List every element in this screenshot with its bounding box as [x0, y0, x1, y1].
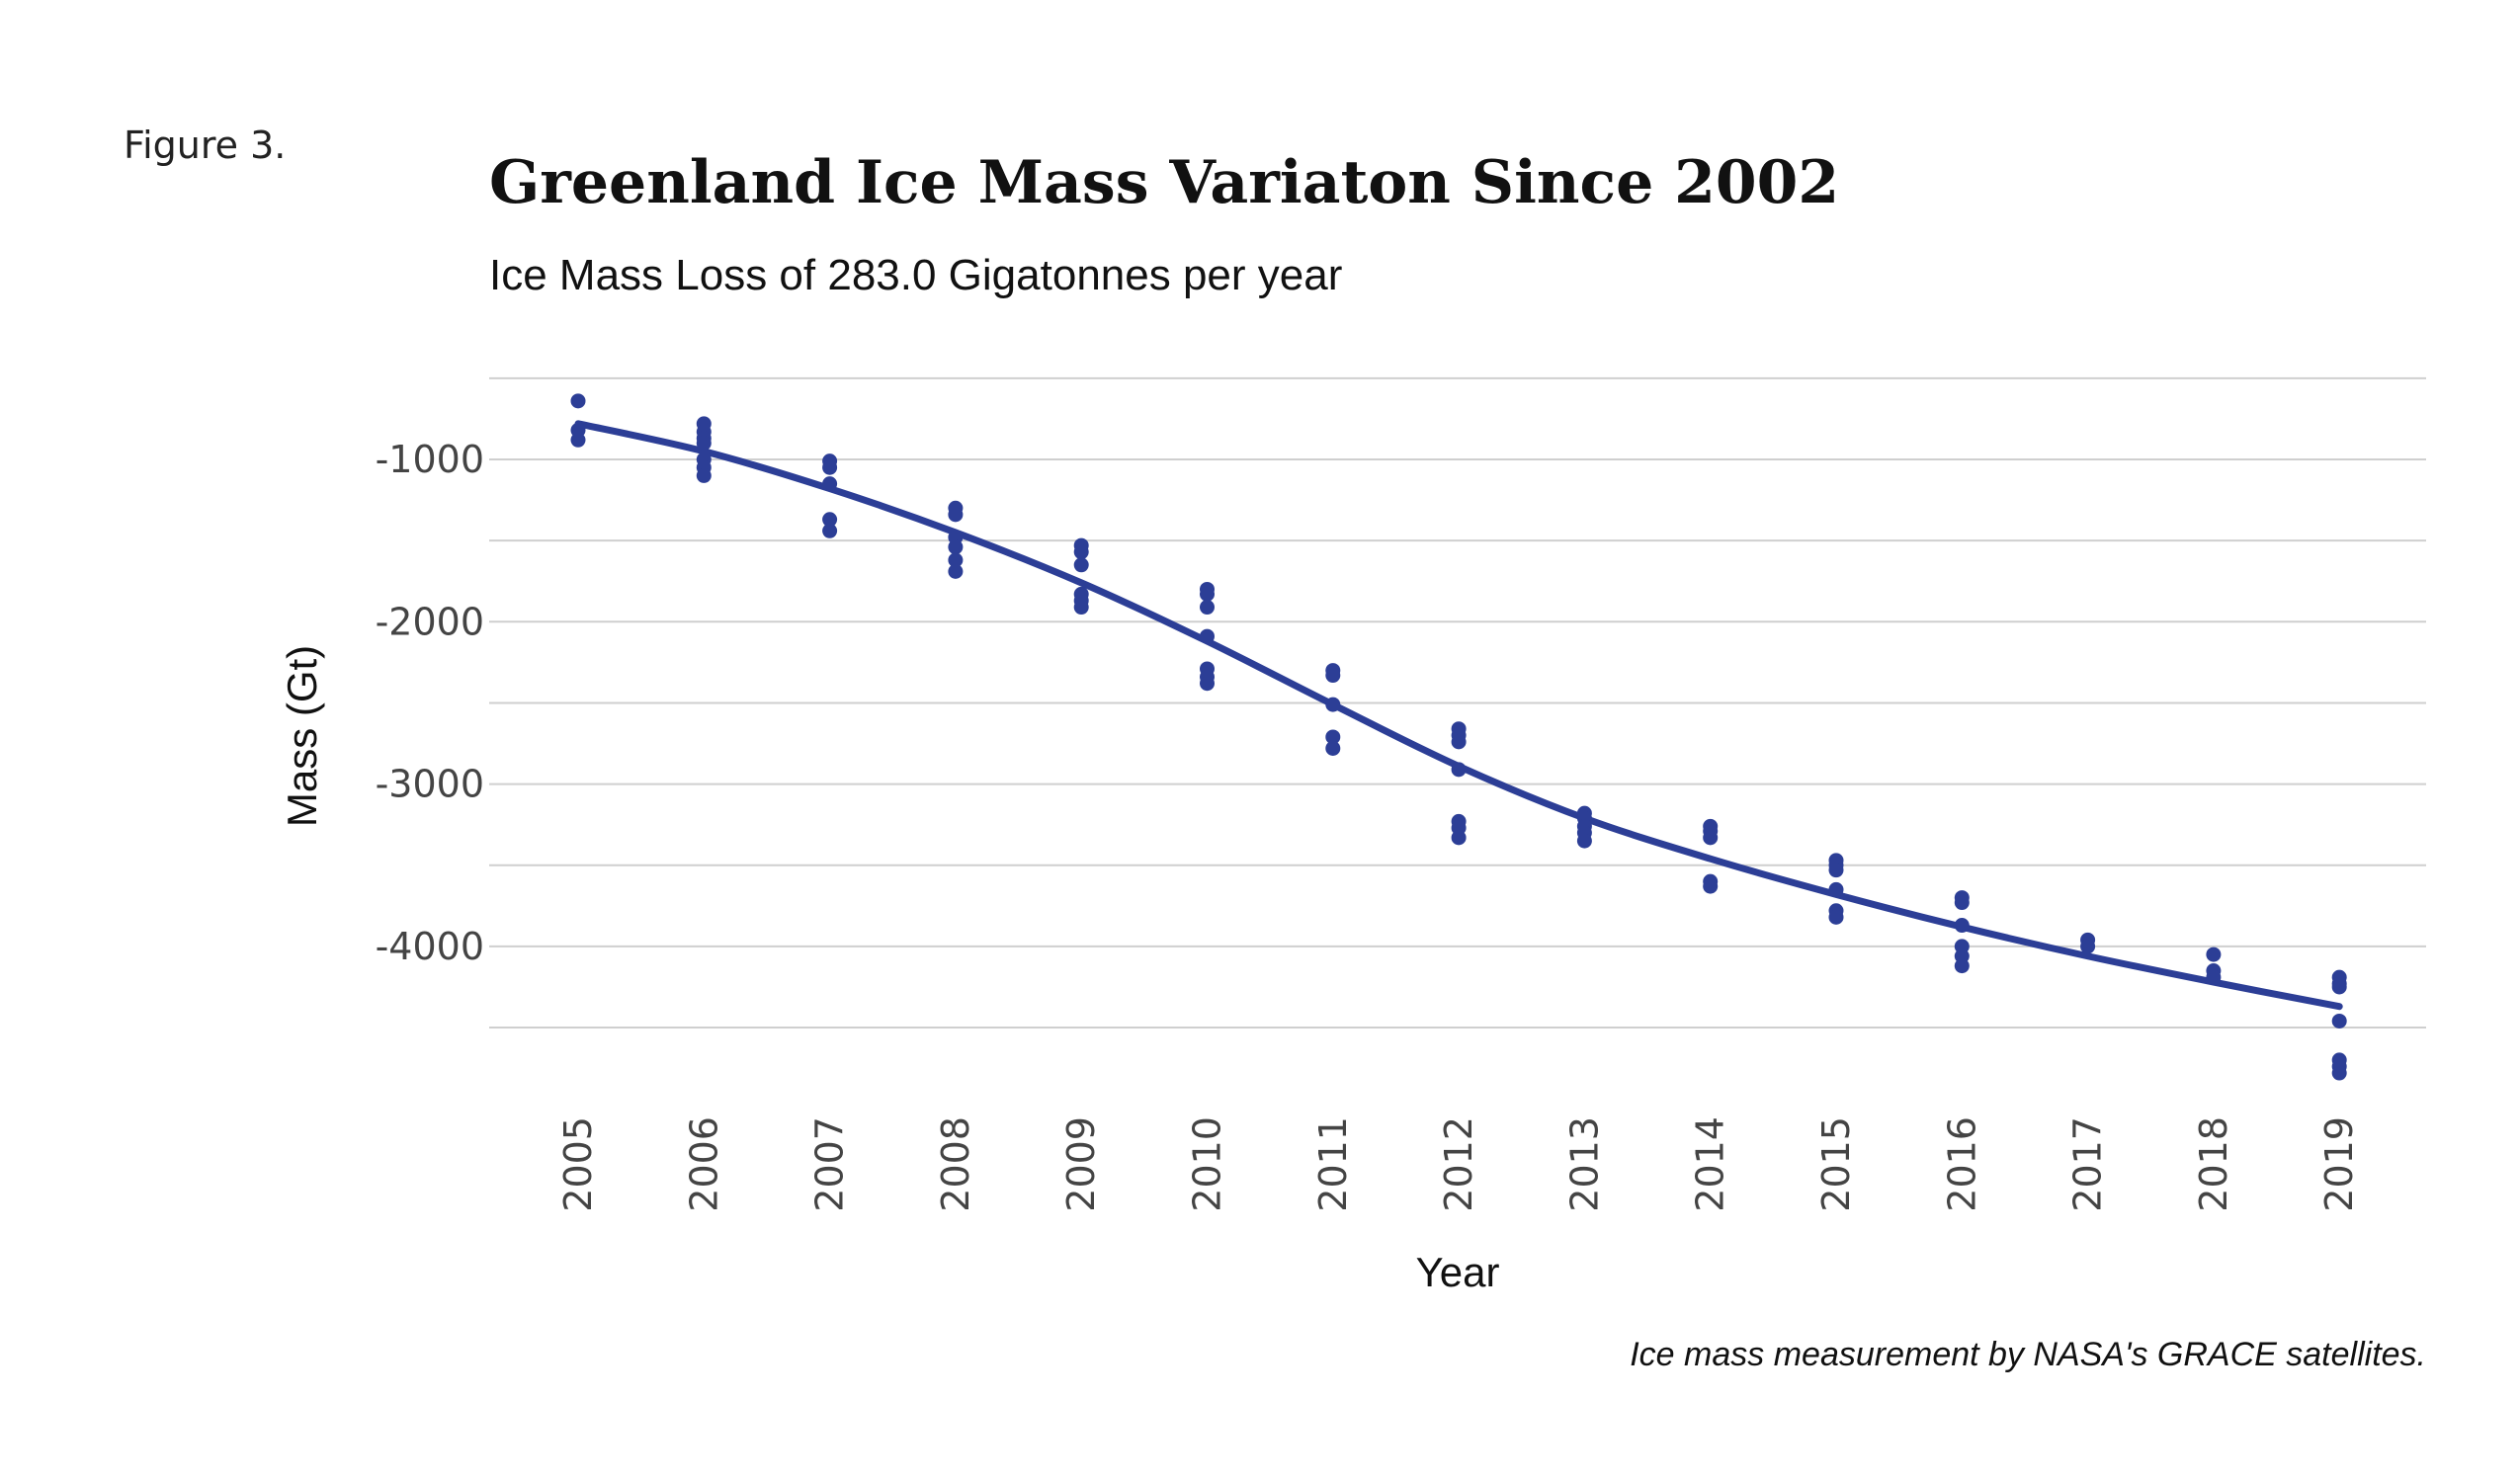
data-point: [822, 476, 838, 492]
data-point: [1073, 557, 1089, 573]
data-point: [2206, 947, 2222, 962]
source-caption: Ice mass measurement by NASA's GRACE sat…: [1630, 1336, 2426, 1373]
data-point: [822, 459, 838, 475]
data-point: [696, 436, 712, 452]
data-point: [1200, 628, 1215, 644]
data-point: [948, 563, 964, 579]
scatter-series: [570, 393, 2347, 1081]
data-point: [1325, 668, 1341, 684]
data-point: [1828, 863, 1844, 878]
trend-line: [574, 420, 2343, 1011]
data-point: [570, 393, 586, 409]
y-tick-label: -2000: [376, 600, 484, 643]
chart-title: Greenland Ice Mass Variaton Since 2002: [489, 148, 1839, 217]
data-point: [2331, 1065, 2347, 1081]
data-point: [1073, 544, 1089, 560]
data-point: [1576, 833, 1592, 849]
x-tick-label: 2010: [1186, 1116, 1229, 1212]
figure-label: Figure 3.: [124, 124, 286, 167]
x-tick-label: 2008: [934, 1116, 977, 1212]
trend-line-series: [574, 420, 2343, 1011]
data-point: [1703, 830, 1719, 846]
data-point: [822, 523, 838, 538]
data-point: [1703, 878, 1719, 894]
data-point: [948, 507, 964, 523]
data-point: [1200, 586, 1215, 602]
gridlines: [489, 376, 2426, 1029]
data-point: [1325, 697, 1341, 712]
x-tick-label: 2016: [1940, 1116, 1983, 1212]
x-axis-ticks: 2005 2006 2007 2008 2009 2010 2011 2012 2013 2014…: [556, 1116, 2361, 1212]
data-point: [2080, 939, 2096, 954]
data-point: [948, 539, 964, 555]
data-point: [1325, 740, 1341, 756]
data-point: [1954, 958, 1970, 974]
data-point: [1325, 729, 1341, 745]
x-axis-title: Year: [1416, 1249, 1500, 1295]
y-tick-label: -3000: [376, 763, 484, 806]
data-point: [1828, 909, 1844, 925]
data-point: [2206, 969, 2222, 985]
data-point: [2331, 1013, 2347, 1029]
x-tick-label: 2013: [1562, 1116, 1606, 1212]
chart-subtitle: Ice Mass Loss of 283.0 Gigatonnes per ye…: [489, 251, 1342, 299]
data-point: [1073, 600, 1089, 616]
data-point: [570, 432, 586, 448]
data-point: [2331, 979, 2347, 995]
data-point: [1200, 600, 1215, 616]
data-point: [696, 467, 712, 483]
data-point: [1954, 895, 1970, 911]
y-tick-label: -1000: [376, 438, 484, 481]
y-tick-label: -4000: [376, 925, 484, 968]
x-tick-label: 2018: [2192, 1116, 2235, 1212]
x-tick-label: 2019: [2317, 1116, 2361, 1212]
data-point: [1200, 676, 1215, 692]
x-tick-label: 2015: [1814, 1116, 1858, 1212]
data-point: [1828, 881, 1844, 897]
data-point: [1451, 830, 1467, 846]
x-tick-label: 2007: [808, 1116, 852, 1212]
data-point: [1451, 762, 1467, 778]
x-tick-label: 2011: [1311, 1116, 1355, 1212]
y-axis-title: Mass (Gt): [279, 645, 325, 827]
y-axis-ticks: -1000 -2000 -3000 -4000: [376, 438, 484, 968]
x-tick-label: 2005: [556, 1116, 600, 1212]
data-point: [1451, 734, 1467, 750]
data-point: [822, 512, 838, 528]
x-tick-label: 2009: [1059, 1116, 1103, 1212]
x-tick-label: 2006: [682, 1116, 725, 1212]
data-point: [1954, 918, 1970, 934]
x-tick-label: 2012: [1437, 1116, 1480, 1212]
x-tick-label: 2017: [2066, 1116, 2110, 1212]
x-tick-label: 2014: [1689, 1116, 1732, 1212]
data-point: [948, 552, 964, 568]
